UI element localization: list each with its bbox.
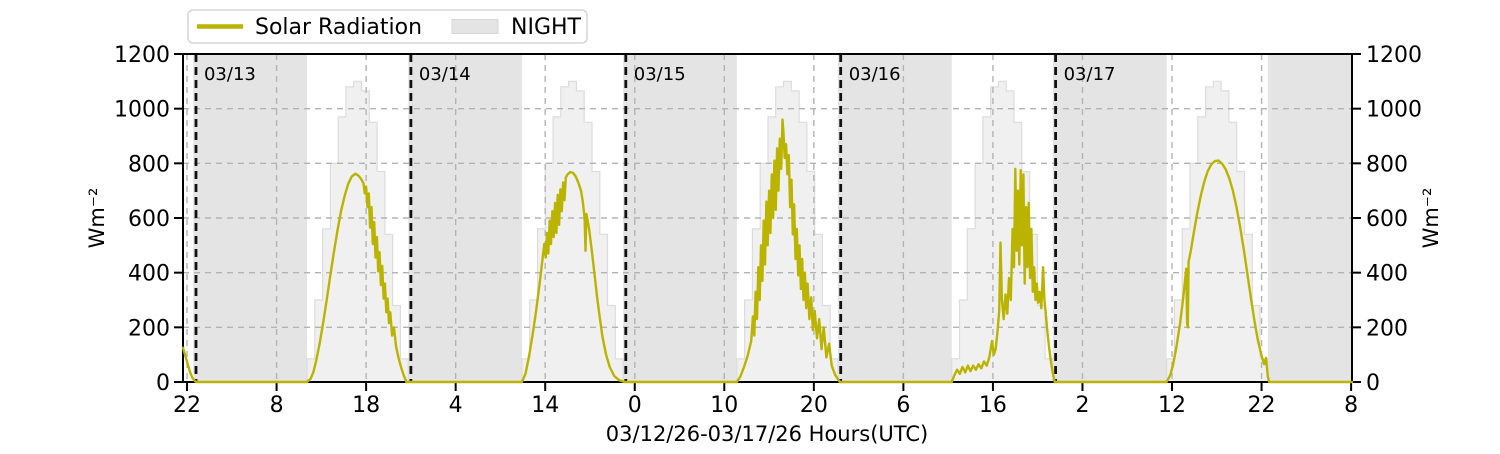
date-label: 03/13 xyxy=(204,64,256,85)
x-tick-label: 22 xyxy=(173,393,201,418)
legend-label-night: NIGHT xyxy=(511,15,582,40)
clear-sky-envelope xyxy=(951,80,1054,383)
solar-radiation-line xyxy=(181,118,1354,384)
x-tick-label: 4 xyxy=(449,393,463,418)
y-tick-label-right: 0 xyxy=(1366,371,1380,396)
clear-sky-envelope xyxy=(306,80,409,383)
x-tick-label: 10 xyxy=(710,393,738,418)
y-tick-label-right: 1200 xyxy=(1366,43,1422,68)
y-tick-label-left: 200 xyxy=(128,316,170,341)
date-label: 03/16 xyxy=(849,64,901,85)
legend-box xyxy=(187,9,588,44)
y-tick-label-left: 600 xyxy=(128,207,170,232)
y-tick-label-left: 0 xyxy=(156,371,170,396)
x-tick-label: 2 xyxy=(1075,393,1089,418)
y-tick-label-right: 800 xyxy=(1366,152,1408,177)
legend: Solar Radiation NIGHT xyxy=(187,9,588,44)
x-tick-label: 14 xyxy=(531,393,559,418)
x-tick-label: 8 xyxy=(270,393,284,418)
x-tick-label: 8 xyxy=(1344,393,1358,418)
date-label: 03/14 xyxy=(419,64,471,85)
date-label: 03/17 xyxy=(1064,64,1116,85)
x-tick-label: 22 xyxy=(1248,393,1276,418)
x-tick-label: 6 xyxy=(896,393,910,418)
date-label: 03/15 xyxy=(634,64,686,85)
solar-radiation-series xyxy=(181,118,1354,384)
clear-sky-envelope xyxy=(1166,80,1269,383)
y-tick-label-left: 1000 xyxy=(114,98,170,123)
x-tick-label: 16 xyxy=(979,393,1007,418)
x-tick-label: 12 xyxy=(1158,393,1186,418)
y-tick-label-left: 400 xyxy=(128,262,170,287)
x-tick-label: 18 xyxy=(352,393,380,418)
date-lines: 03/13 03/14 03/15 03/16 03/17 xyxy=(194,54,1116,382)
y-tick-label-left: 800 xyxy=(128,152,170,177)
y-tick-label-left: 1200 xyxy=(114,43,170,68)
x-tick-label: 0 xyxy=(628,393,642,418)
x-axis-label: 03/12/26-03/17/26 Hours(UTC) xyxy=(606,422,928,446)
y-tick-label-right: 1000 xyxy=(1366,98,1422,123)
legend-label-solar-radiation: Solar Radiation xyxy=(255,15,422,40)
y-axis-label-right: Wm⁻² xyxy=(1419,188,1443,249)
y-tick-label-right: 400 xyxy=(1366,262,1408,287)
x-tick-label: 20 xyxy=(800,393,828,418)
legend-night-swatch xyxy=(451,19,499,34)
y-axis-label-left: Wm⁻² xyxy=(85,188,109,249)
clear-sky-envelope xyxy=(521,80,624,383)
y-tick-label-right: 600 xyxy=(1366,207,1408,232)
y-tick-label-right: 200 xyxy=(1366,316,1408,341)
